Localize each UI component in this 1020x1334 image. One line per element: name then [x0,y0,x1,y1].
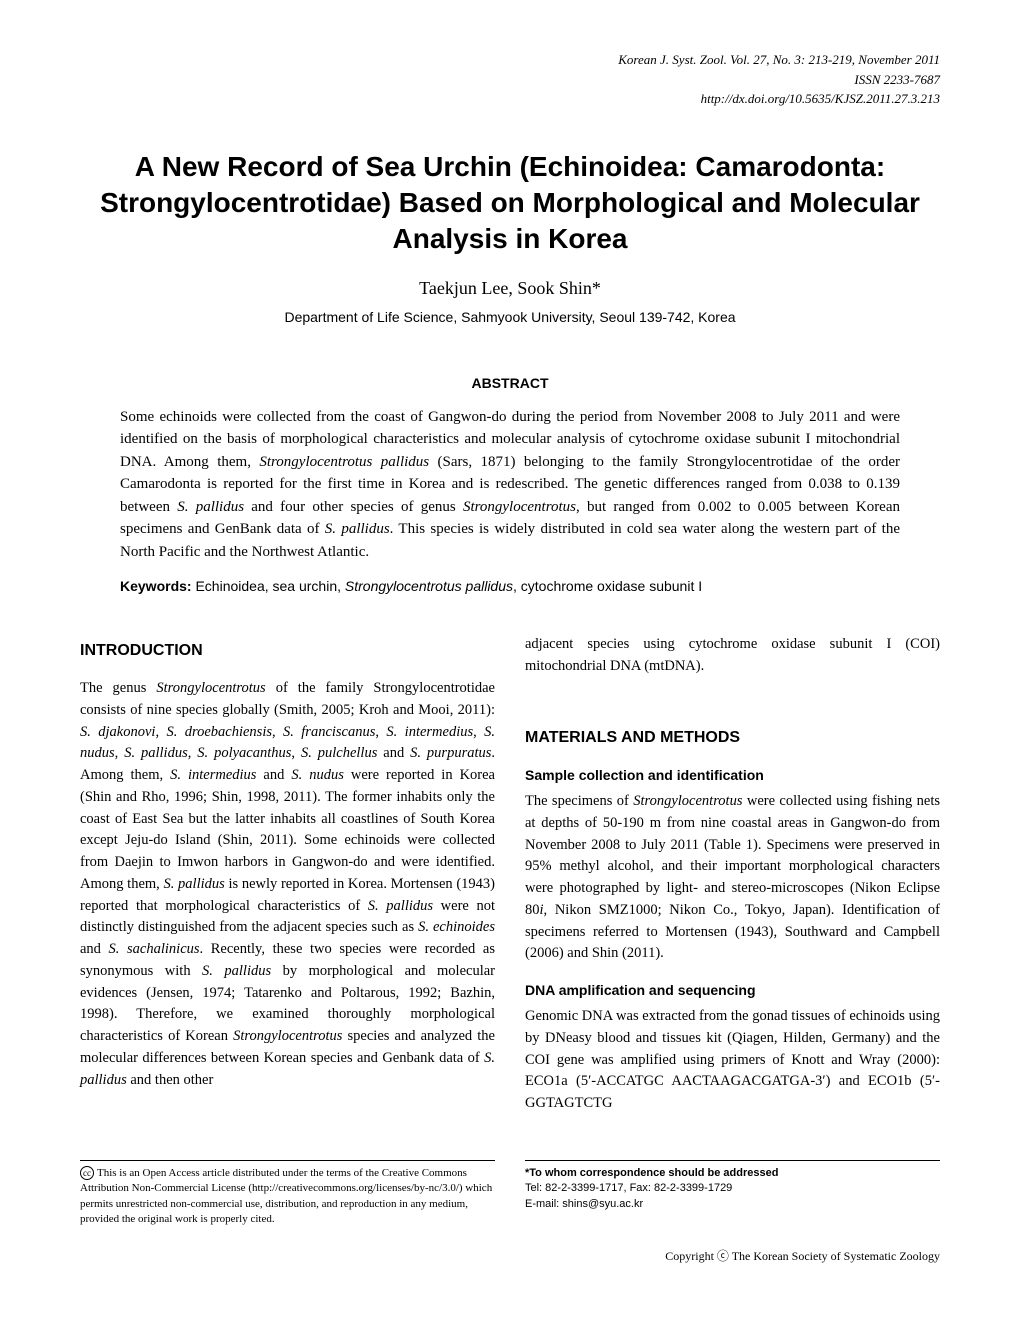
dna-amplification-paragraph: Genomic DNA was extracted from the gonad… [525,1006,940,1115]
copyright-notice: Copyright ⓒ The Korean Society of System… [80,1247,940,1264]
affiliation: Department of Life Science, Sahmyook Uni… [80,309,940,325]
correspond-label: *To whom correspondence should be addres… [525,1166,940,1181]
keywords: Keywords: Echinoidea, sea urchin, Strong… [120,578,900,594]
abstract-text: Some echinoids were collected from the c… [120,406,900,564]
cc-license: ccThis is an Open Access article distrib… [80,1160,495,1228]
sample-collection-paragraph: The specimens of Strongylocentrotus were… [525,791,940,965]
two-column-layout: INTRODUCTION The genus Strongylocentrotu… [80,634,940,1115]
intro-continuation: adjacent species using cytochrome oxidas… [525,634,940,678]
page-footer: ccThis is an Open Access article distrib… [80,1150,940,1228]
corresponding-author: *To whom correspondence should be addres… [525,1160,940,1228]
journal-doi: http://dx.doi.org/10.5635/KJSZ.2011.27.3… [80,89,940,109]
journal-header: Korean J. Syst. Zool. Vol. 27, No. 3: 21… [80,50,940,109]
introduction-paragraph: The genus Strongylocentrotus of the fami… [80,678,495,1091]
materials-heading: MATERIALS AND METHODS [525,726,940,750]
right-column: adjacent species using cytochrome oxidas… [525,634,940,1115]
authors: Taekjun Lee, Sook Shin* [80,278,940,299]
article-title: A New Record of Sea Urchin (Echinoidea: … [80,149,940,258]
cc-icon: cc [80,1166,94,1180]
journal-citation: Korean J. Syst. Zool. Vol. 27, No. 3: 21… [80,50,940,70]
abstract-heading: ABSTRACT [80,375,940,391]
journal-issn: ISSN 2233-7687 [80,70,940,90]
contact-email: E-mail: shins@syu.ac.kr [525,1197,940,1212]
sample-collection-heading: Sample collection and identification [525,765,940,786]
dna-amplification-heading: DNA amplification and sequencing [525,980,940,1001]
contact-tel: Tel: 82-2-3399-1717, Fax: 82-2-3399-1729 [525,1181,940,1196]
left-column: INTRODUCTION The genus Strongylocentrotu… [80,634,495,1115]
introduction-heading: INTRODUCTION [80,639,495,663]
